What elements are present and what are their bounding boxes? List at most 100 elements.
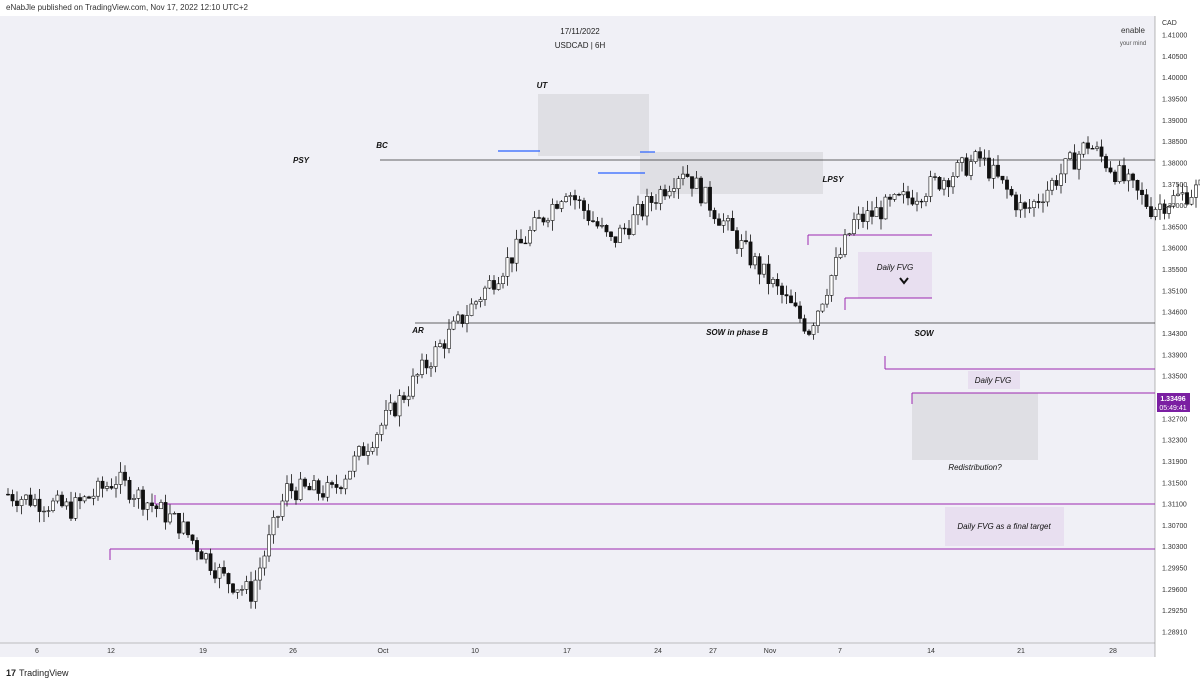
candle-bull xyxy=(217,567,222,579)
candle-bull xyxy=(312,480,316,491)
candle-bull xyxy=(955,162,960,177)
candle-bull xyxy=(55,494,60,502)
candle-bull xyxy=(1081,142,1086,155)
candle-bear xyxy=(784,294,789,297)
candle-bear xyxy=(208,553,213,571)
candle-bear xyxy=(69,501,73,519)
price-axis-background xyxy=(1155,16,1200,657)
candle-bull xyxy=(883,196,888,220)
candle-bear xyxy=(685,173,690,177)
candle-bull xyxy=(636,204,640,216)
y-tick-label: 1.40500 xyxy=(1162,54,1187,61)
candle-bull xyxy=(96,480,100,497)
candle-bull xyxy=(550,204,555,221)
y-tick-label: 1.31900 xyxy=(1162,459,1187,466)
candle-bear xyxy=(879,207,883,220)
candle-bear xyxy=(586,210,591,222)
candle-bull xyxy=(388,402,393,411)
candle-bear xyxy=(510,257,514,264)
y-tick-label: 1.33900 xyxy=(1162,352,1187,359)
candle-bull xyxy=(1194,184,1198,198)
candle-bull xyxy=(528,230,532,244)
candle-bull xyxy=(379,424,384,435)
candle-bear xyxy=(87,496,91,499)
candle-bull xyxy=(982,157,987,160)
candle-bull xyxy=(676,178,681,190)
candle-bull xyxy=(658,189,663,204)
candle-bear xyxy=(1113,171,1117,182)
daily-fvg-zone-upper xyxy=(858,252,932,298)
annotation-label: SOW in phase B xyxy=(706,328,768,337)
candle-bear xyxy=(1131,173,1135,181)
annotation-label: Daily FVG as a final target xyxy=(957,522,1051,531)
candle-bull xyxy=(1153,209,1158,217)
candle-bear xyxy=(289,483,294,492)
candle-bear xyxy=(402,395,406,400)
x-tick-label: 6 xyxy=(35,648,39,655)
candle-bear xyxy=(861,213,865,222)
supply-zone-2 xyxy=(640,152,823,194)
candle-bull xyxy=(114,484,118,489)
candle-bull xyxy=(564,196,568,202)
annotation-label: Daily FVG xyxy=(975,376,1011,385)
candle-bull xyxy=(357,446,361,457)
candle-bull xyxy=(159,502,163,509)
candle-bull xyxy=(1045,189,1050,203)
current-price-tag: 1.33496 05:49:41 xyxy=(1157,393,1190,412)
candle-bear xyxy=(712,210,717,220)
candle-bear xyxy=(154,505,159,509)
annotation-label: PSY xyxy=(293,156,310,165)
candle-bull xyxy=(834,257,838,276)
candle-bull xyxy=(1176,193,1180,196)
candle-bull xyxy=(1032,201,1036,208)
candle-bull xyxy=(33,498,37,506)
candle-bull xyxy=(1171,195,1176,207)
candle-bear xyxy=(622,227,627,230)
price-chart[interactable]: PSY BC UT AR LPSY SOW in phase B SOW Daily FVG D… xyxy=(0,0,1200,664)
x-tick-label: Nov xyxy=(764,648,777,655)
candle-bull xyxy=(546,220,550,223)
candle-bear xyxy=(190,534,195,541)
candle-bull xyxy=(253,579,258,602)
x-tick-label: 17 xyxy=(563,648,571,655)
y-tick-label: 1.31500 xyxy=(1162,480,1187,487)
candle-bear xyxy=(766,263,771,285)
candle-bull xyxy=(46,510,51,512)
candle-bull xyxy=(343,478,348,490)
candle-bear xyxy=(1005,179,1009,190)
annotation-label: UT xyxy=(537,81,549,90)
candle-bull xyxy=(600,225,604,227)
y-tick-label: 1.29600 xyxy=(1162,587,1187,594)
candle-bear xyxy=(307,485,312,491)
candle-bull xyxy=(397,395,402,417)
candle-bull xyxy=(762,263,766,275)
candle-bear xyxy=(888,196,892,200)
candle-bear xyxy=(1099,146,1104,157)
candle-bull xyxy=(1158,203,1162,210)
candle-bull xyxy=(667,191,672,197)
candle-bear xyxy=(537,217,541,219)
y-tick-label: 1.36500 xyxy=(1162,224,1187,231)
candle-bull xyxy=(447,328,451,349)
candle-bear xyxy=(996,164,1000,177)
candle-bull xyxy=(132,498,136,500)
candle-bull xyxy=(672,188,676,192)
candle-bull xyxy=(487,280,492,289)
candle-bear xyxy=(109,486,114,489)
candle-bear xyxy=(1000,175,1005,181)
candle-bull xyxy=(352,455,357,472)
candle-bear xyxy=(654,202,658,204)
y-tick-label: 1.34300 xyxy=(1162,331,1187,338)
candle-bear xyxy=(1086,142,1090,149)
x-tick-label: 19 xyxy=(199,648,207,655)
candle-bull xyxy=(1198,179,1200,186)
candle-bull xyxy=(42,510,46,513)
candle-bull xyxy=(645,196,649,217)
candle-bear xyxy=(231,583,235,593)
candle-bull xyxy=(181,521,186,534)
candle-bull xyxy=(105,486,109,489)
candle-bear xyxy=(744,240,748,243)
candle-bear xyxy=(1135,180,1140,191)
candle-bear xyxy=(910,197,915,205)
candle-bear xyxy=(100,480,105,489)
